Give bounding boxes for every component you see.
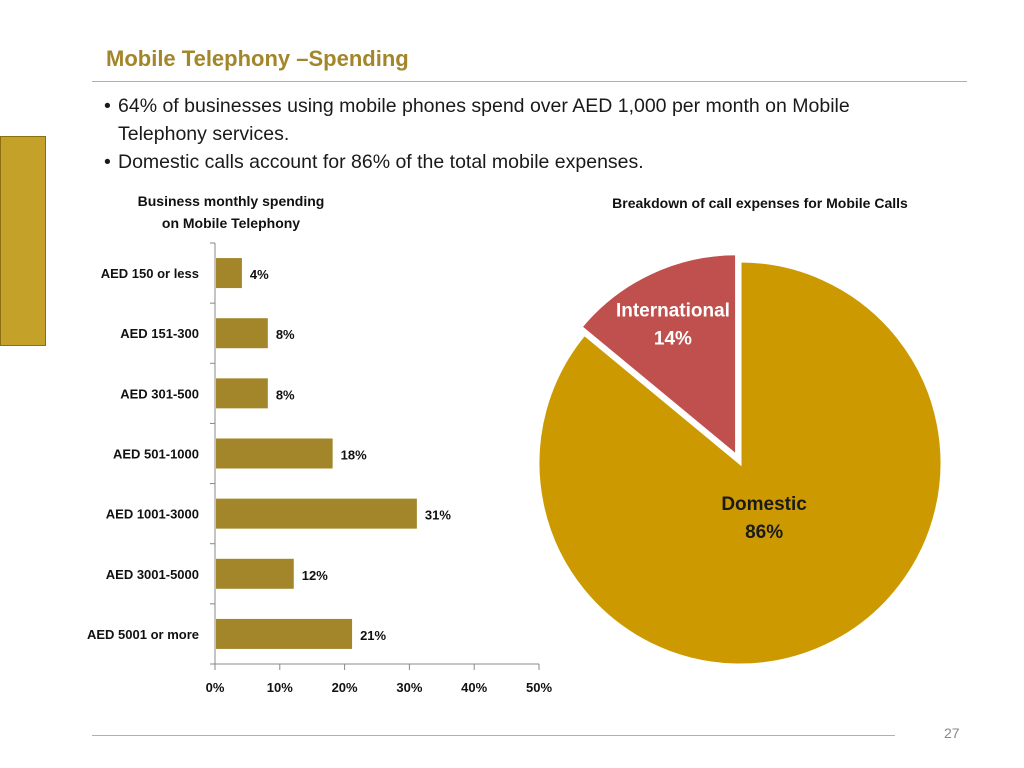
category-label: AED 3001-5000 [106, 567, 199, 582]
x-tick-label: 10% [267, 680, 293, 695]
category-label: AED 150 or less [101, 266, 199, 281]
category-label: AED 501-1000 [113, 447, 199, 462]
data-label: 31% [425, 508, 451, 523]
pie-label-international: International [616, 301, 730, 322]
bar [216, 318, 268, 349]
x-tick-label: 50% [526, 680, 552, 695]
page-number: 27 [944, 725, 960, 741]
bar-chart-title: Business monthly spending on Mobile Tele… [106, 190, 356, 234]
data-label: 8% [276, 387, 295, 402]
category-label: AED 301-500 [120, 386, 199, 401]
bar-chart-title-line: Business monthly spending [137, 193, 325, 209]
side-accent-tab [0, 136, 46, 346]
pie-value-domestic: 86% [745, 522, 783, 543]
bar [216, 498, 417, 529]
pie-slice-domestic [536, 259, 944, 667]
x-tick-label: 0% [206, 680, 225, 695]
data-label: 4% [250, 267, 269, 282]
footer-divider [92, 735, 895, 736]
data-label: 12% [302, 568, 328, 583]
bullet-item: Domestic calls account for 86% of the to… [104, 148, 934, 176]
bullet-item: 64% of businesses using mobile phones sp… [104, 92, 934, 148]
x-tick-label: 20% [332, 680, 358, 695]
bar-chart-title-line: on Mobile Telephony [161, 215, 301, 231]
pie-label-domestic: Domestic [721, 494, 807, 515]
data-label: 8% [276, 327, 295, 342]
data-label: 18% [341, 448, 367, 463]
x-tick-label: 30% [396, 680, 422, 695]
category-label: AED 1001-3000 [106, 507, 199, 522]
data-label: 21% [360, 628, 386, 643]
x-tick-label: 40% [461, 680, 487, 695]
pie-chart-title: Breakdown of call expenses for Mobile Ca… [612, 195, 908, 211]
bullet-list: 64% of businesses using mobile phones sp… [104, 92, 934, 176]
bar [216, 618, 353, 649]
pie-slice-international [578, 252, 739, 459]
bar [216, 558, 294, 589]
title-divider [92, 81, 967, 82]
slide-title: Mobile Telephony –Spending [106, 46, 409, 71]
category-label: AED 5001 or more [87, 627, 199, 642]
bar [216, 378, 268, 409]
bar [216, 438, 333, 469]
category-label: AED 151-300 [120, 326, 199, 341]
bar [216, 258, 242, 289]
pie-value-international: 14% [654, 329, 692, 350]
